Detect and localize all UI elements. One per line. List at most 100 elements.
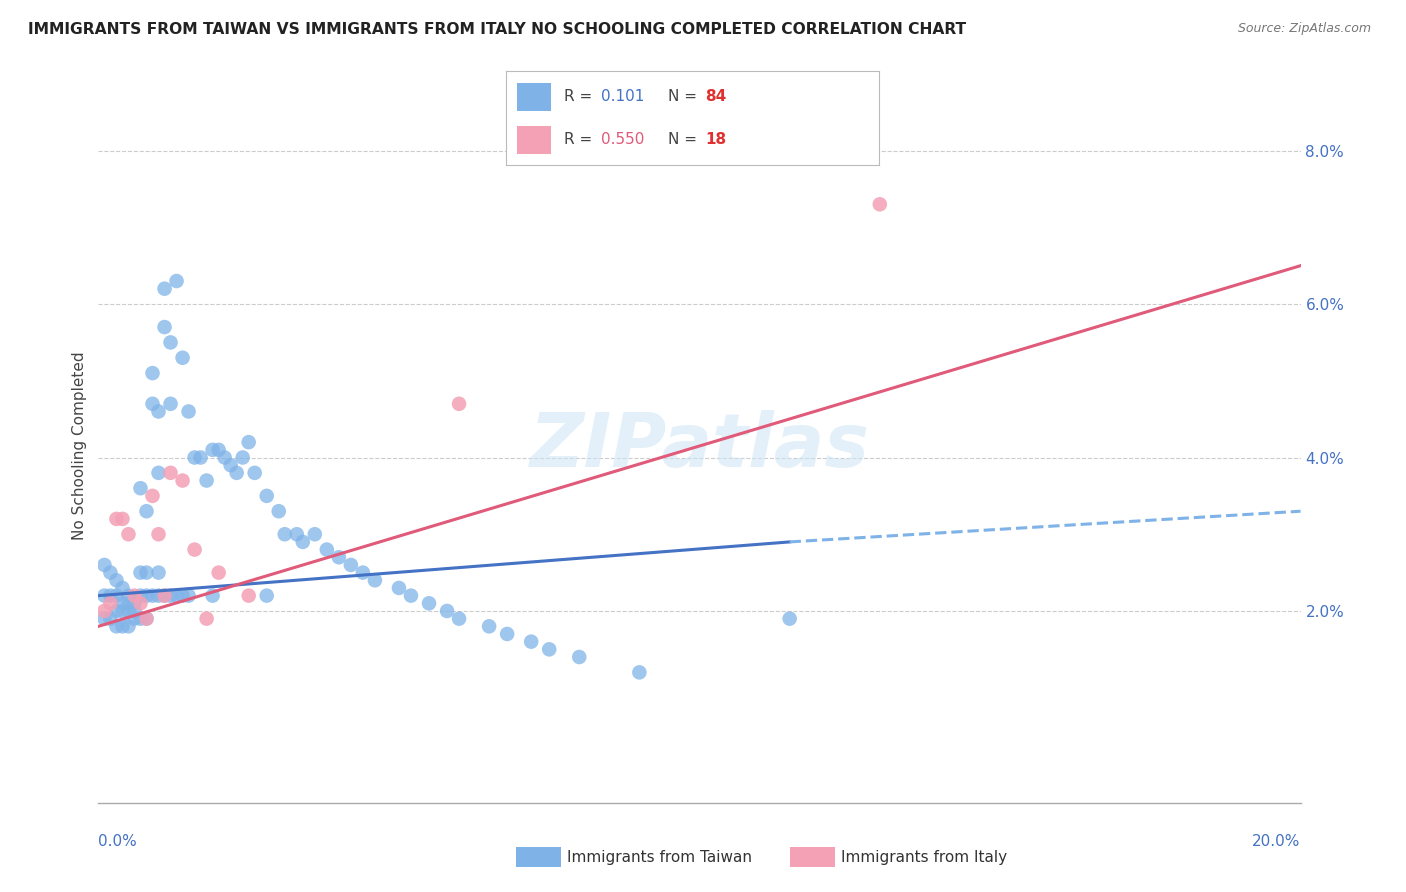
Point: [141, 489, 163, 503]
Point: [159, 335, 181, 350]
Point: [111, 596, 134, 610]
Point: [100, 612, 122, 626]
Text: Immigrants from Taiwan: Immigrants from Taiwan: [567, 850, 752, 864]
Point: [135, 589, 157, 603]
Point: [388, 581, 411, 595]
Point: [304, 527, 326, 541]
Point: [201, 589, 224, 603]
Point: [117, 619, 139, 633]
Point: [177, 589, 200, 603]
Point: [190, 450, 212, 465]
Point: [243, 466, 266, 480]
Point: [256, 489, 278, 503]
Point: [100, 566, 122, 580]
Point: [124, 612, 146, 626]
Point: [214, 450, 236, 465]
Point: [225, 466, 247, 480]
Point: [869, 197, 891, 211]
Point: [172, 351, 194, 365]
Point: [399, 589, 422, 603]
Point: [195, 612, 218, 626]
Point: [315, 542, 337, 557]
Text: R =: R =: [564, 89, 598, 104]
Text: N =: N =: [668, 132, 702, 147]
Point: [117, 604, 139, 618]
Point: [148, 589, 170, 603]
Point: [291, 535, 314, 549]
Point: [105, 619, 128, 633]
Point: [447, 612, 470, 626]
Point: [105, 574, 128, 588]
Text: ZIPatlas: ZIPatlas: [530, 409, 869, 483]
Point: [166, 274, 188, 288]
Point: [172, 589, 194, 603]
Point: [166, 589, 188, 603]
Point: [93, 558, 115, 572]
Point: [135, 612, 157, 626]
Point: [117, 596, 139, 610]
Point: [111, 512, 134, 526]
Point: [100, 589, 122, 603]
Point: [141, 397, 163, 411]
Point: [124, 589, 146, 603]
Point: [153, 589, 176, 603]
Point: [111, 581, 134, 595]
Point: [208, 442, 231, 457]
Point: [496, 627, 519, 641]
Text: 20.0%: 20.0%: [1253, 834, 1301, 848]
Point: [177, 404, 200, 418]
Point: [105, 512, 128, 526]
Point: [172, 474, 194, 488]
Point: [148, 566, 170, 580]
Point: [238, 435, 260, 450]
Point: [159, 589, 181, 603]
Point: [135, 566, 157, 580]
Point: [538, 642, 561, 657]
Point: [111, 604, 134, 618]
Point: [779, 612, 801, 626]
Point: [153, 282, 176, 296]
Point: [436, 604, 458, 618]
Point: [628, 665, 651, 680]
Point: [447, 397, 470, 411]
Point: [328, 550, 350, 565]
Point: [135, 612, 157, 626]
Point: [148, 404, 170, 418]
Point: [93, 589, 115, 603]
Text: 0.0%: 0.0%: [98, 834, 138, 848]
Point: [153, 589, 176, 603]
Point: [219, 458, 242, 473]
Point: [129, 596, 152, 610]
Point: [159, 466, 181, 480]
Point: [478, 619, 501, 633]
Point: [124, 596, 146, 610]
Point: [568, 650, 591, 665]
Point: [195, 474, 218, 488]
Point: [100, 596, 122, 610]
Text: 0.101: 0.101: [602, 89, 644, 104]
Point: [364, 574, 387, 588]
Point: [141, 589, 163, 603]
Text: 84: 84: [706, 89, 727, 104]
Point: [148, 466, 170, 480]
Point: [124, 604, 146, 618]
Point: [141, 366, 163, 380]
Point: [352, 566, 374, 580]
Point: [183, 450, 205, 465]
Point: [129, 589, 152, 603]
Text: 0.550: 0.550: [602, 132, 644, 147]
Point: [520, 634, 543, 648]
Point: [232, 450, 254, 465]
Point: [117, 589, 139, 603]
Point: [93, 612, 115, 626]
Text: 18: 18: [706, 132, 727, 147]
Point: [117, 527, 139, 541]
Point: [183, 542, 205, 557]
Text: Source: ZipAtlas.com: Source: ZipAtlas.com: [1237, 22, 1371, 36]
Point: [238, 589, 260, 603]
Point: [129, 481, 152, 495]
Point: [201, 442, 224, 457]
Text: N =: N =: [668, 89, 702, 104]
Text: Immigrants from Italy: Immigrants from Italy: [841, 850, 1007, 864]
Point: [274, 527, 297, 541]
